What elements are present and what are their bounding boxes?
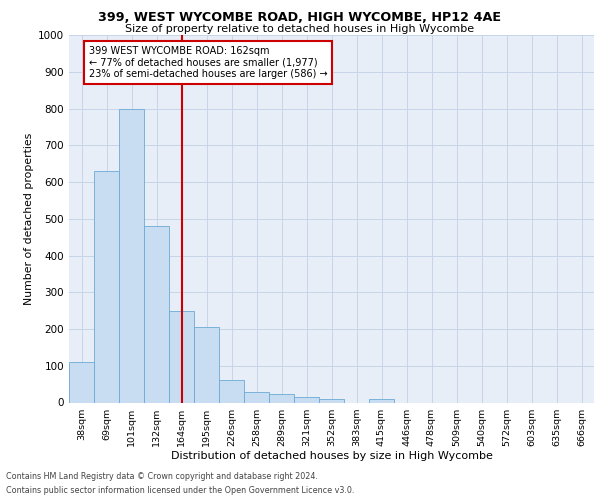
Bar bbox=[294, 397, 319, 402]
Text: 399 WEST WYCOMBE ROAD: 162sqm
← 77% of detached houses are smaller (1,977)
23% o: 399 WEST WYCOMBE ROAD: 162sqm ← 77% of d… bbox=[89, 46, 328, 79]
Bar bbox=[69, 362, 94, 403]
Bar bbox=[319, 399, 344, 402]
Bar bbox=[144, 226, 169, 402]
Bar bbox=[169, 310, 194, 402]
X-axis label: Distribution of detached houses by size in High Wycombe: Distribution of detached houses by size … bbox=[170, 452, 493, 462]
Bar bbox=[94, 171, 119, 402]
Text: Size of property relative to detached houses in High Wycombe: Size of property relative to detached ho… bbox=[125, 24, 475, 34]
Text: Contains HM Land Registry data © Crown copyright and database right 2024.: Contains HM Land Registry data © Crown c… bbox=[6, 472, 318, 481]
Bar bbox=[219, 380, 244, 402]
Y-axis label: Number of detached properties: Number of detached properties bbox=[24, 132, 34, 305]
Bar bbox=[244, 392, 269, 402]
Text: 399, WEST WYCOMBE ROAD, HIGH WYCOMBE, HP12 4AE: 399, WEST WYCOMBE ROAD, HIGH WYCOMBE, HP… bbox=[98, 11, 502, 24]
Text: Contains public sector information licensed under the Open Government Licence v3: Contains public sector information licen… bbox=[6, 486, 355, 495]
Bar bbox=[119, 108, 144, 403]
Bar bbox=[369, 399, 394, 402]
Bar bbox=[269, 394, 294, 402]
Bar bbox=[194, 327, 219, 402]
